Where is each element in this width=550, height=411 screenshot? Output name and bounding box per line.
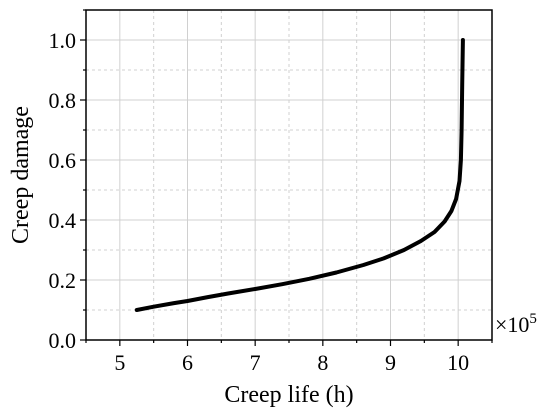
- y-tick-label: 0.0: [49, 328, 77, 353]
- x-axis-multiplier: ×105: [495, 311, 537, 337]
- y-tick-label: 0.4: [49, 208, 77, 233]
- y-tick-label: 0.2: [49, 268, 77, 293]
- x-multiplier-exponent: 5: [529, 311, 537, 327]
- y-tick-label: 1.0: [49, 28, 77, 53]
- y-tick-label: 0.8: [49, 88, 77, 113]
- y-axis-label: Creep damage: [8, 106, 34, 244]
- x-tick-label: 7: [250, 350, 261, 375]
- x-tick-label: 9: [385, 350, 396, 375]
- x-ticks: 5 6 7 8 9 10: [85, 340, 493, 375]
- x-tick-label: 8: [317, 350, 328, 375]
- x-tick-label: 5: [114, 350, 125, 375]
- grid: [85, 9, 493, 341]
- y-ticks: 0.0 0.2 0.4 0.6 0.8 1.0: [49, 9, 86, 353]
- x-tick-label: 10: [447, 350, 469, 375]
- series-line: [134, 38, 465, 312]
- x-tick-label: 6: [182, 350, 193, 375]
- x-multiplier-base: ×10: [495, 312, 529, 337]
- y-tick-label: 0.6: [49, 148, 77, 173]
- x-axis-label: Creep life (h): [224, 382, 353, 408]
- series: [134, 38, 465, 312]
